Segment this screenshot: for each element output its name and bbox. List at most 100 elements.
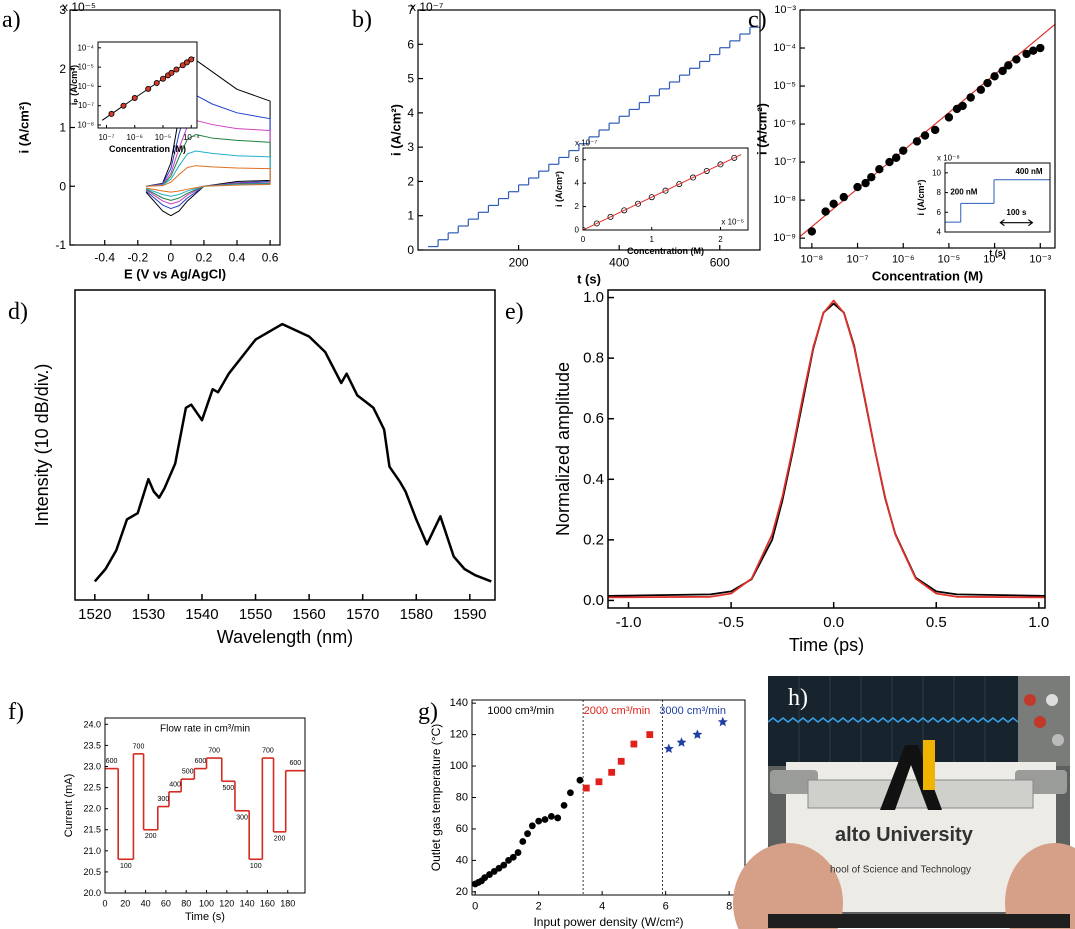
series-label: 1000 cm³/min xyxy=(487,705,554,717)
x-axis-label: Concentration (M) xyxy=(872,269,983,284)
screen-trace xyxy=(767,717,1019,723)
series-label: 3000 cm³/min xyxy=(659,705,726,717)
y-axis-label: i (A/cm²) xyxy=(755,103,770,155)
x-tick-label: -0.2 xyxy=(127,250,148,264)
y-tick-label: 10⁻⁵ xyxy=(773,80,796,92)
step-label: 600 xyxy=(195,758,207,765)
x-tick-label: -0.5 xyxy=(718,614,744,631)
marker xyxy=(582,784,590,792)
series-line xyxy=(93,322,492,583)
marker xyxy=(839,192,848,202)
plot-frame xyxy=(799,9,1056,249)
y-tick-label: 10⁻⁸ xyxy=(78,121,95,130)
y-axis-label: Normalized amplitude xyxy=(553,362,573,536)
marker xyxy=(528,822,536,830)
x-tick-label: 0 xyxy=(102,898,107,908)
plot-frame xyxy=(944,162,1051,233)
marker xyxy=(875,164,884,174)
y-multiplier: x 10⁻⁷ xyxy=(410,0,443,14)
x-tick-label: 8 xyxy=(726,901,732,913)
marker xyxy=(108,110,115,117)
marker xyxy=(861,178,870,188)
y-tick-label: 10⁻⁹ xyxy=(773,232,796,244)
marker xyxy=(131,95,138,102)
panel: 4 6 8 10 200 nM 400 nM 100 s t (s) i (A/cm²) x 10… xyxy=(916,154,1051,258)
marker xyxy=(920,131,930,140)
x-axis-label: Time (s) xyxy=(185,911,225,923)
marker xyxy=(514,849,522,856)
annotation: 200 nM xyxy=(950,187,977,196)
marker xyxy=(554,814,562,822)
photo-text: hool of Science and Technology xyxy=(830,865,971,876)
plot-area xyxy=(428,26,760,248)
y-tick-label: 6 xyxy=(407,37,414,51)
x-axis-label: t (s) xyxy=(577,272,601,287)
marker xyxy=(731,154,738,161)
step-label: 300 xyxy=(236,814,248,821)
marker xyxy=(983,78,992,88)
x-tick-label: 0 xyxy=(472,901,478,913)
panel-label: d) xyxy=(8,299,28,325)
y-tick-label: 21.0 xyxy=(83,846,101,856)
x-tick-label: 1560 xyxy=(292,606,325,623)
marker xyxy=(944,113,954,122)
marker xyxy=(153,80,160,87)
marker xyxy=(1029,46,1038,55)
x-tick-label: 140 xyxy=(240,898,255,908)
scale-arrow xyxy=(999,219,1034,227)
marker xyxy=(807,227,817,236)
y-tick-label: 0.8 xyxy=(583,350,604,367)
x-tick-label: 2 xyxy=(536,901,542,913)
y-tick-label: 0.0 xyxy=(583,592,604,609)
x-tick-label: 10⁻⁵ xyxy=(155,133,171,142)
panel-label: c) xyxy=(748,7,767,33)
y-tick-label: 10⁻⁴ xyxy=(773,42,796,54)
y-tick-label: 0.2 xyxy=(583,531,604,548)
marker xyxy=(173,66,180,73)
marker xyxy=(490,868,498,875)
y-tick-label: 24.0 xyxy=(83,719,101,729)
plot-frame xyxy=(74,289,496,601)
marker xyxy=(676,737,687,747)
plot-frame xyxy=(471,699,746,896)
marker xyxy=(663,743,674,753)
y-axis-label: iₚ (A/cm²) xyxy=(69,65,79,105)
x-axis-label: E (V vs Ag/AgCl) xyxy=(124,267,226,282)
annotation: 400 nM xyxy=(1015,167,1042,176)
marker xyxy=(519,838,527,845)
x-tick-label: 10⁻⁵ xyxy=(938,254,961,266)
marker xyxy=(692,729,703,739)
panel: 0 2 4 6 8 20 40 60 80 100 120 140 1000 cm³/min 2000 c… xyxy=(418,697,746,929)
y-tick-label: 0.6 xyxy=(583,410,604,427)
y-tick-label: 10⁻⁷ xyxy=(774,156,796,168)
x-multiplier: x 10⁻⁶ xyxy=(721,218,744,227)
plot-area xyxy=(145,59,271,217)
photo-text: alto University xyxy=(835,824,974,846)
y-axis-label: i (A/cm²) xyxy=(17,102,32,154)
plot-area xyxy=(800,23,1055,238)
x-tick-label: 80 xyxy=(181,898,191,908)
y-tick-label: 5 xyxy=(407,72,414,86)
marker xyxy=(505,857,512,864)
marker xyxy=(821,207,830,216)
y-tick-label: 20 xyxy=(456,886,468,898)
y-tick-label: 20.5 xyxy=(83,867,101,877)
marker xyxy=(885,157,894,167)
marker xyxy=(662,187,669,194)
video-controls xyxy=(768,914,1070,928)
y-tick-label: 8 xyxy=(937,188,942,197)
photo: alto University hool of Science and Techn… xyxy=(733,676,1075,929)
x-tick-label: 1590 xyxy=(453,606,486,623)
step-label: 100 xyxy=(250,863,262,870)
step-label: 600 xyxy=(290,760,302,767)
y-tick-label: 0 xyxy=(407,243,414,257)
logo-bar xyxy=(923,740,935,790)
y-tick-label: 1 xyxy=(407,209,414,223)
x-tick-label: 1520 xyxy=(78,606,111,623)
marker xyxy=(630,740,638,748)
y-tick-label: 22.0 xyxy=(83,804,101,814)
x-tick-label: 0.5 xyxy=(926,614,947,631)
x-tick-label: 10⁻⁶ xyxy=(892,254,915,266)
plot-frame xyxy=(417,9,761,251)
